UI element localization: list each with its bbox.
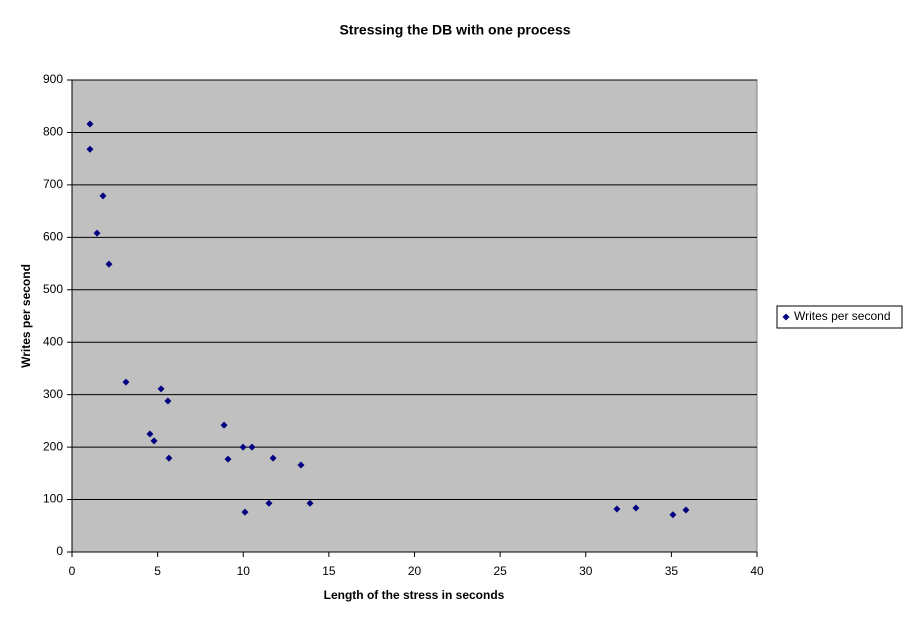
y-tick-label: 800: [43, 125, 63, 139]
y-tick-label: 0: [56, 544, 63, 558]
legend: [776, 305, 903, 329]
data-point: [164, 397, 172, 405]
data-point: [248, 443, 256, 451]
data-point: [220, 421, 228, 429]
y-axis-label: Writes per second: [19, 264, 33, 368]
data-point: [165, 454, 173, 462]
data-point: [157, 385, 165, 393]
x-tick-label: 15: [322, 564, 336, 578]
y-tick-label: 700: [43, 177, 63, 191]
data-point: [93, 229, 101, 237]
y-tick-label: 500: [43, 282, 63, 296]
data-point: [224, 455, 232, 463]
data-point: [269, 454, 277, 462]
y-tick-label: 600: [43, 230, 63, 244]
data-point: [239, 443, 247, 451]
data-point: [105, 260, 113, 268]
x-tick-label: 30: [579, 564, 593, 578]
x-tick-label: 5: [154, 564, 161, 578]
y-tick-label: 200: [43, 439, 63, 453]
data-point: [682, 506, 690, 514]
data-point: [306, 499, 314, 507]
x-axis-label: Length of the stress in seconds: [324, 588, 505, 602]
data-point: [122, 378, 130, 386]
data-point: [86, 120, 94, 128]
legend-label: Writes per second: [794, 309, 891, 323]
plot-area: [71, 79, 758, 553]
x-tick-label: 35: [665, 564, 679, 578]
x-tick-label: 20: [408, 564, 422, 578]
legend-marker: [782, 313, 790, 321]
x-tick-label: 10: [237, 564, 251, 578]
data-point: [99, 192, 107, 200]
data-point: [613, 505, 621, 513]
y-tick-label: 100: [43, 492, 63, 506]
data-point: [265, 499, 273, 507]
data-point: [297, 461, 305, 469]
data-point: [146, 430, 154, 438]
y-tick-label: 900: [43, 72, 63, 86]
data-point: [150, 437, 158, 445]
data-point: [241, 508, 249, 516]
x-tick-label: 40: [750, 564, 764, 578]
x-tick-label: 25: [493, 564, 507, 578]
y-tick-label: 400: [43, 334, 63, 348]
data-point: [86, 145, 94, 153]
x-tick-label: 0: [69, 564, 76, 578]
data-point: [669, 511, 677, 519]
y-tick-label: 300: [43, 387, 63, 401]
chart-title: Stressing the DB with one process: [339, 22, 570, 38]
data-point: [632, 504, 640, 512]
